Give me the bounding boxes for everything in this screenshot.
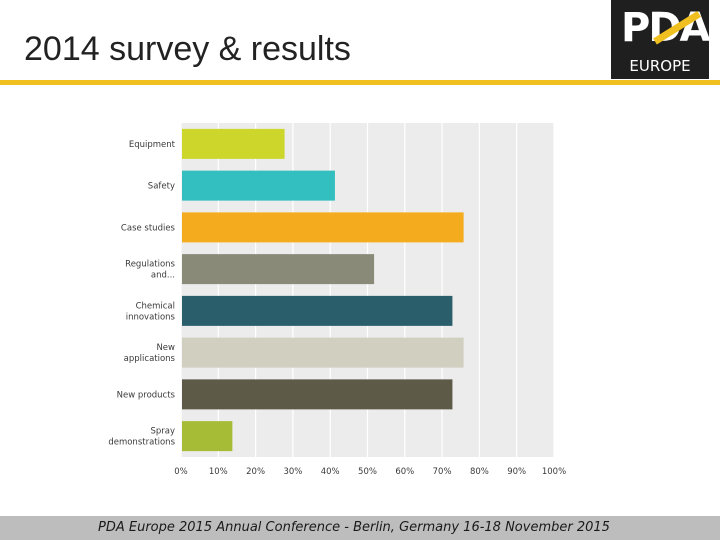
- category-label: New products: [117, 390, 176, 400]
- category-label: Safety: [148, 182, 175, 192]
- category-label: New: [156, 343, 175, 353]
- bars: [182, 128, 464, 452]
- bar: [182, 254, 375, 285]
- footer-text: PDA Europe 2015 Annual Conference - Berl…: [98, 520, 610, 535]
- x-tick-label: 0%: [174, 467, 188, 477]
- x-tick-label: 40%: [321, 467, 340, 477]
- bar: [182, 170, 335, 201]
- category-label: demonstrations: [108, 438, 175, 448]
- x-tick-label: 60%: [395, 467, 414, 477]
- category-label: applications: [124, 354, 176, 364]
- title-rule: [0, 80, 720, 85]
- tick-labels: 0% 10% 20% 30% 40% 50% 60% 70% 80% 90% 100%: [174, 467, 566, 477]
- bar: [182, 128, 285, 159]
- category-label: Chemical: [136, 301, 175, 311]
- category-label: and...: [151, 271, 175, 281]
- category-label: Regulations: [125, 260, 175, 270]
- x-tick-label: 20%: [246, 467, 265, 477]
- x-tick-label: 90%: [507, 467, 526, 477]
- x-tick-label: 50%: [358, 467, 377, 477]
- x-tick-label: 70%: [433, 467, 452, 477]
- logo-subtitle: EUROPE: [629, 57, 691, 75]
- x-tick-label: 80%: [470, 467, 489, 477]
- category-label: Case studies: [121, 223, 176, 233]
- footer-bar: PDA Europe 2015 Annual Conference - Berl…: [0, 516, 720, 540]
- category-label: innovations: [126, 312, 176, 322]
- bar: [182, 379, 453, 410]
- x-tick-label: 30%: [283, 467, 302, 477]
- bar: [182, 421, 233, 452]
- slide-title: 2014 survey & results: [24, 30, 351, 68]
- pda-europe-logo: PDA EUROPE: [611, 0, 710, 79]
- bar: [182, 337, 464, 368]
- x-tick-label: 100%: [542, 467, 566, 477]
- x-tick-label: 10%: [209, 467, 228, 477]
- category-labels: Equipment Safety Case studies Regulationsan…: [108, 140, 175, 448]
- category-label: Spray: [150, 427, 175, 437]
- bar: [182, 295, 453, 326]
- bar: [182, 212, 464, 243]
- category-label: Equipment: [129, 140, 176, 150]
